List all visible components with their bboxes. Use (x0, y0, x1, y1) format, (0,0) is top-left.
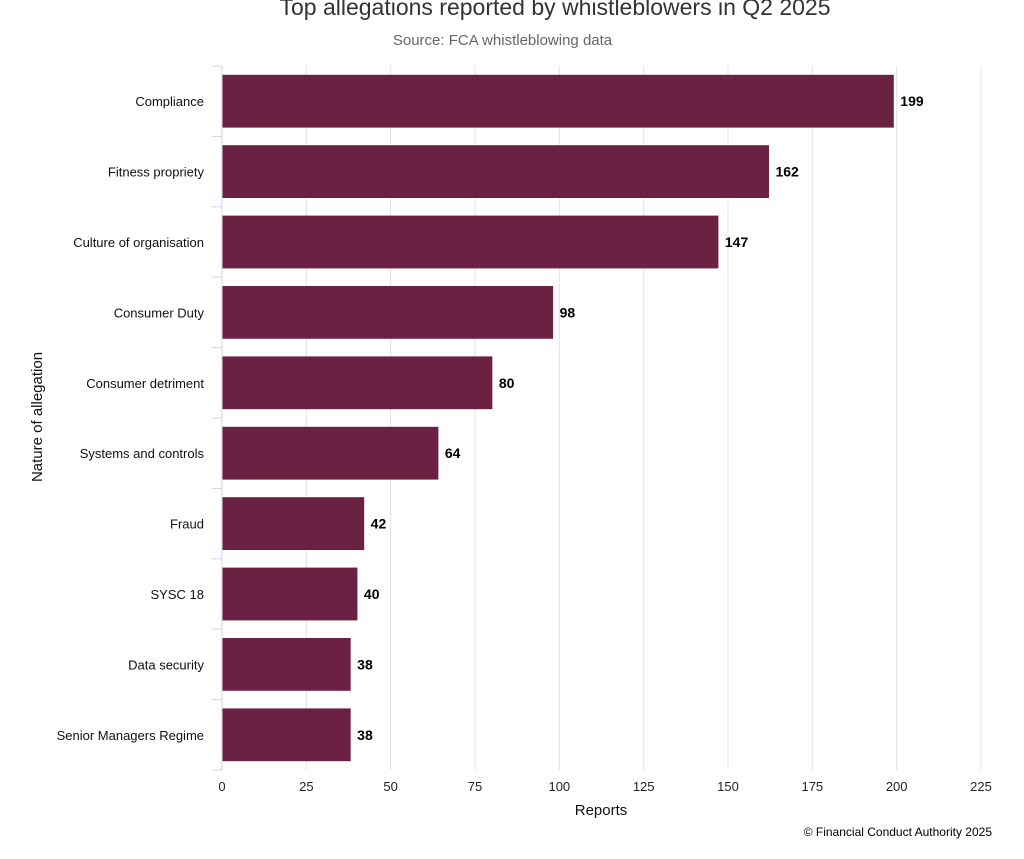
chart-title: Top allegations reported by whistleblowe… (279, 0, 831, 20)
data-label: 147 (725, 234, 749, 250)
bar (222, 638, 351, 691)
y-category-label: Compliance (135, 94, 204, 109)
x-tick-label: 175 (801, 779, 823, 794)
x-tick-label: 0 (218, 779, 225, 794)
chart-subtitle: Source: FCA whistleblowing data (392, 32, 613, 49)
y-category-label: Consumer Duty (114, 305, 205, 320)
bar (222, 286, 554, 339)
x-tick-label: 75 (468, 779, 482, 794)
data-label: 38 (357, 727, 373, 743)
x-tick-label: 50 (383, 779, 397, 794)
x-tick-label: 25 (299, 779, 313, 794)
y-category-label: Data security (128, 657, 204, 672)
data-label: 162 (775, 164, 799, 180)
bar (222, 215, 719, 269)
axes (212, 65, 223, 771)
bar (222, 356, 493, 410)
data-label: 38 (357, 656, 373, 672)
data-label: 80 (499, 375, 515, 391)
chart-credit: © Financial Conduct Authority 2025 (803, 825, 992, 839)
y-category-label: Consumer detriment (86, 376, 204, 391)
y-category-label: Senior Managers Regime (57, 728, 204, 743)
bar (222, 708, 351, 762)
bar (222, 145, 769, 198)
y-category-label: Fitness propriety (108, 165, 205, 180)
bar (222, 426, 439, 480)
bar (222, 74, 894, 128)
bar (222, 497, 365, 550)
data-label: 40 (364, 586, 380, 602)
x-tick-label: 150 (717, 779, 739, 794)
x-tick-label: 100 (548, 779, 570, 794)
x-axis-title: Reports (575, 802, 628, 819)
data-label: 199 (900, 93, 924, 109)
y-axis-title: Nature of allegation (29, 352, 46, 482)
y-category-label: SYSC 18 (151, 587, 204, 602)
data-label: 64 (445, 445, 461, 461)
bars (222, 74, 894, 762)
data-label: 98 (560, 304, 576, 320)
x-tick-label: 225 (970, 779, 992, 794)
y-category-label: Culture of organisation (73, 235, 204, 250)
labels: 0 25 50 75 100 125 150 175 200 225 Compliance 199 Fi… (57, 93, 992, 794)
data-label: 42 (371, 516, 387, 532)
y-category-label: Fraud (170, 517, 204, 532)
x-tick-label: 125 (633, 779, 655, 794)
bar (222, 567, 358, 621)
x-tick-label: 200 (886, 779, 908, 794)
y-category-label: Systems and controls (80, 446, 205, 461)
